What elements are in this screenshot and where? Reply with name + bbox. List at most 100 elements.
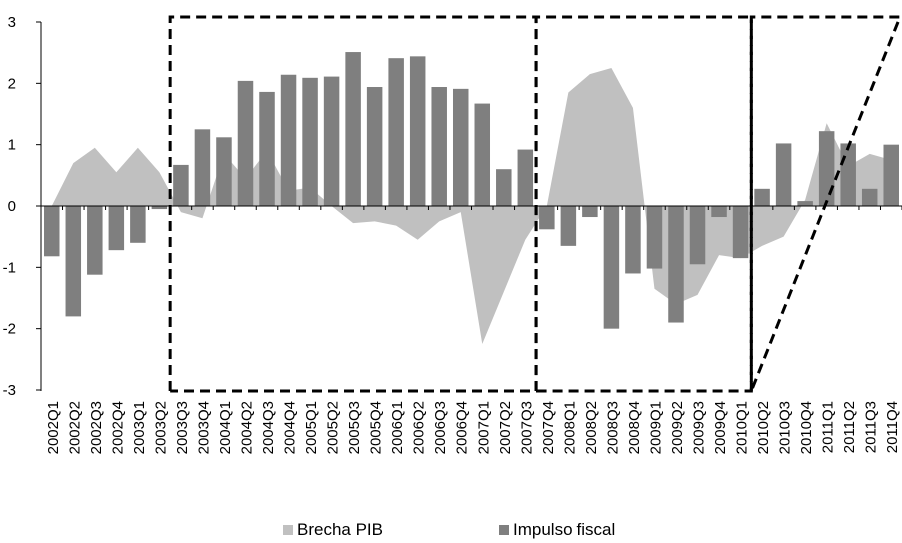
- impulso-fiscal-bar: [517, 149, 534, 206]
- y-tick-label: -1: [3, 259, 16, 276]
- x-tick-label: 2008Q4: [626, 401, 643, 454]
- x-tick-label: 2005Q3: [346, 401, 363, 454]
- y-tick-label: 2: [8, 75, 16, 92]
- x-tick-label: 2010Q3: [777, 401, 794, 454]
- x-tick-label: 2003Q2: [152, 401, 169, 454]
- legend-brecha-pib: Brecha PIB: [283, 520, 383, 540]
- impulso-fiscal-bar: [216, 137, 232, 206]
- impulso-fiscal-bar: [754, 188, 770, 206]
- impulso-fiscal-bar: [345, 52, 361, 207]
- x-tick-label: 2006Q4: [454, 401, 471, 454]
- y-tick-label: -2: [3, 321, 16, 338]
- impulso-fiscal-bar: [775, 143, 792, 206]
- x-tick-label: 2002Q1: [45, 401, 62, 454]
- impulso-fiscal-bar: [840, 143, 856, 206]
- impulso-fiscal-bar: [388, 58, 404, 206]
- impulso-fiscal-bar: [711, 206, 727, 218]
- impulso-fiscal-bar: [108, 206, 125, 251]
- period-highlight-box: [749, 15, 902, 392]
- legend-label-brecha-pib: Brecha PIB: [297, 520, 383, 539]
- x-tick-label: 2010Q2: [755, 401, 772, 454]
- impulso-fiscal-bar: [582, 206, 598, 218]
- impulso-fiscal-bar: [44, 206, 60, 257]
- legend-swatch-impulso-fiscal: [499, 525, 509, 535]
- x-tick-label: 2008Q3: [604, 401, 621, 454]
- x-tick-label: 2004Q1: [217, 401, 234, 454]
- x-tick-label: 2002Q2: [66, 401, 83, 454]
- y-tick-label: 0: [8, 198, 16, 215]
- impulso-fiscal-bar: [409, 56, 426, 207]
- impulso-fiscal-bar: [861, 188, 878, 206]
- x-tick-label: 2011Q4: [884, 401, 901, 453]
- legend-impulso-fiscal: Impulso fiscal: [499, 520, 615, 540]
- x-tick-label: 2006Q3: [432, 401, 449, 454]
- impulso-fiscal-bar: [539, 206, 555, 230]
- x-tick-label: 2008Q2: [583, 401, 600, 454]
- impulso-fiscal-bar: [366, 87, 383, 206]
- x-tick-label: 2005Q2: [325, 401, 342, 454]
- impulso-fiscal-bar: [173, 164, 189, 206]
- x-tick-label: 2007Q2: [497, 401, 514, 454]
- x-tick-label: 2003Q4: [195, 401, 212, 454]
- impulso-fiscal-bar: [194, 129, 211, 206]
- x-tick-label: 2007Q4: [540, 401, 557, 454]
- impulso-fiscal-bar: [797, 201, 813, 206]
- x-tick-label: 2004Q3: [260, 401, 277, 454]
- x-tick-label: 2009Q4: [712, 401, 729, 454]
- impulso-fiscal-bar: [65, 206, 82, 317]
- impulso-fiscal-bar: [496, 169, 512, 206]
- impulso-fiscal-bar: [280, 74, 297, 206]
- impulso-fiscal-bar: [625, 206, 641, 274]
- x-tick-label: 2002Q4: [109, 401, 126, 454]
- impulso-fiscal-bar: [87, 206, 103, 275]
- impulso-fiscal-bar: [151, 206, 168, 210]
- x-tick-label: 2008Q1: [561, 401, 578, 454]
- impulso-fiscal-bar: [323, 76, 340, 206]
- impulso-fiscal-bar: [259, 91, 275, 206]
- y-tick-label: -3: [3, 382, 16, 399]
- impulso-fiscal-bar: [560, 206, 577, 246]
- x-tick-label: 2009Q3: [691, 401, 708, 454]
- x-tick-label: 2004Q4: [282, 401, 299, 454]
- x-tick-label: 2007Q1: [475, 401, 492, 454]
- impulso-fiscal-bar: [431, 87, 447, 206]
- x-tick-label: 2011Q1: [820, 401, 837, 453]
- impulso-fiscal-bar: [883, 144, 899, 206]
- x-tick-label: 2009Q1: [647, 401, 664, 454]
- impulso-fiscal-bar: [603, 206, 620, 329]
- x-tick-label: 2010Q4: [798, 401, 815, 454]
- impulso-fiscal-bar: [668, 206, 684, 323]
- impulso-fiscal-bar: [237, 80, 254, 206]
- impulso-fiscal-bar: [452, 88, 469, 206]
- x-tick-label: 2005Q4: [368, 401, 385, 454]
- x-tick-label: 2004Q2: [238, 401, 255, 454]
- impulso-fiscal-bar: [130, 206, 146, 243]
- x-tick-label: 2010Q1: [734, 401, 751, 454]
- x-tick-label: 2002Q3: [88, 401, 105, 454]
- legend-label-impulso: Impulso: [513, 520, 573, 539]
- impulso-fiscal-bar: [646, 206, 663, 269]
- x-tick-label: 2011Q2: [841, 401, 858, 453]
- period-highlight-box: [534, 15, 753, 393]
- x-tick-label: 2011Q3: [863, 401, 880, 453]
- legend-swatch-brecha-pib: [283, 525, 293, 535]
- x-tick-label: 2006Q1: [389, 401, 406, 454]
- impulso-fiscal-bar: [818, 131, 835, 206]
- y-tick-label: 1: [8, 137, 16, 154]
- x-tick-label: 2009Q2: [669, 401, 686, 454]
- box-layer: [168, 15, 902, 393]
- impulso-fiscal-bar: [689, 206, 706, 265]
- x-tick-label: 2003Q1: [131, 401, 148, 454]
- axis-layer: -3 -2 -1 0 1 2 3 2002Q1 2002Q2 2002Q3 2002Q4 2003Q1…: [3, 14, 902, 454]
- legend-label-fiscal: fiscal: [576, 520, 616, 539]
- bar-layer: [44, 52, 899, 329]
- impulso-fiscal-bar: [732, 206, 749, 259]
- impulso-fiscal-bar: [302, 77, 318, 207]
- x-tick-label: 2005Q1: [303, 401, 320, 454]
- y-tick-label: 3: [8, 14, 16, 31]
- impulso-fiscal-bar: [474, 103, 491, 206]
- x-tick-label: 2003Q3: [174, 401, 191, 454]
- x-tick-label: 2007Q3: [518, 401, 535, 454]
- x-tick-label: 2006Q2: [411, 401, 428, 454]
